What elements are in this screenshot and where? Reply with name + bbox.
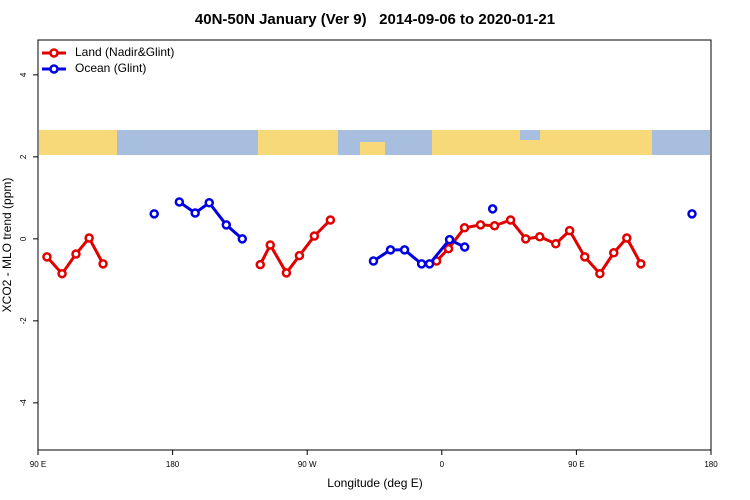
x-tick-label: 90 W bbox=[298, 460, 317, 469]
point bbox=[459, 242, 470, 252]
point bbox=[687, 209, 697, 219]
point bbox=[385, 245, 396, 255]
chart-title: 40N-50N January (Ver 9) 2014-09-06 to 20… bbox=[195, 11, 555, 28]
point bbox=[443, 243, 454, 254]
point bbox=[424, 259, 435, 269]
point bbox=[98, 259, 108, 269]
point bbox=[221, 220, 232, 230]
point bbox=[237, 234, 248, 244]
point bbox=[281, 268, 292, 278]
point bbox=[580, 252, 590, 262]
point bbox=[520, 234, 531, 244]
point bbox=[204, 198, 214, 208]
x-axis-label: Longitude (deg E) bbox=[327, 476, 422, 490]
point bbox=[551, 239, 561, 249]
point bbox=[564, 225, 575, 236]
y-tick-label: 4 bbox=[19, 72, 28, 77]
legend-marker bbox=[49, 64, 59, 74]
legend: Land (Nadir&Glint) Ocean (Glint) bbox=[42, 45, 174, 75]
map-strip bbox=[39, 130, 710, 155]
point bbox=[57, 268, 67, 279]
point bbox=[489, 220, 500, 231]
legend-label: Ocean (Glint) bbox=[75, 61, 146, 75]
point bbox=[190, 208, 200, 218]
x-tick-label: 0 bbox=[440, 460, 445, 469]
point bbox=[459, 223, 470, 233]
point bbox=[325, 215, 336, 225]
y-tick-label: 0 bbox=[19, 236, 28, 241]
y-axis-label: XCO2 - MLO trend (ppm) bbox=[0, 178, 14, 313]
point bbox=[475, 220, 486, 230]
point bbox=[265, 240, 276, 250]
point bbox=[535, 232, 545, 242]
x-tick-label: 90 E bbox=[568, 460, 584, 469]
y-tick-label: -2 bbox=[19, 317, 28, 325]
point bbox=[444, 234, 455, 245]
point bbox=[368, 256, 379, 266]
point bbox=[636, 259, 646, 269]
point bbox=[71, 249, 81, 259]
point bbox=[399, 245, 410, 255]
point bbox=[505, 215, 516, 225]
x-tick-label: 180 bbox=[166, 460, 180, 469]
legend-marker bbox=[49, 48, 59, 58]
point bbox=[622, 233, 632, 243]
y-tick-label: -4 bbox=[19, 399, 28, 407]
y-tick-label: 2 bbox=[19, 154, 28, 159]
point bbox=[487, 204, 498, 214]
x-tick-label: 90 E bbox=[30, 460, 46, 469]
x-tick-label: 180 bbox=[704, 460, 718, 469]
point bbox=[42, 252, 52, 262]
point bbox=[609, 248, 619, 258]
legend-label: Land (Nadir&Glint) bbox=[75, 45, 174, 59]
point bbox=[255, 259, 265, 270]
point bbox=[149, 209, 159, 219]
point bbox=[174, 197, 185, 207]
plot-frame bbox=[37, 39, 712, 451]
point bbox=[416, 259, 427, 269]
point bbox=[595, 268, 605, 279]
point bbox=[84, 233, 94, 243]
point bbox=[309, 231, 320, 241]
point bbox=[294, 250, 305, 261]
